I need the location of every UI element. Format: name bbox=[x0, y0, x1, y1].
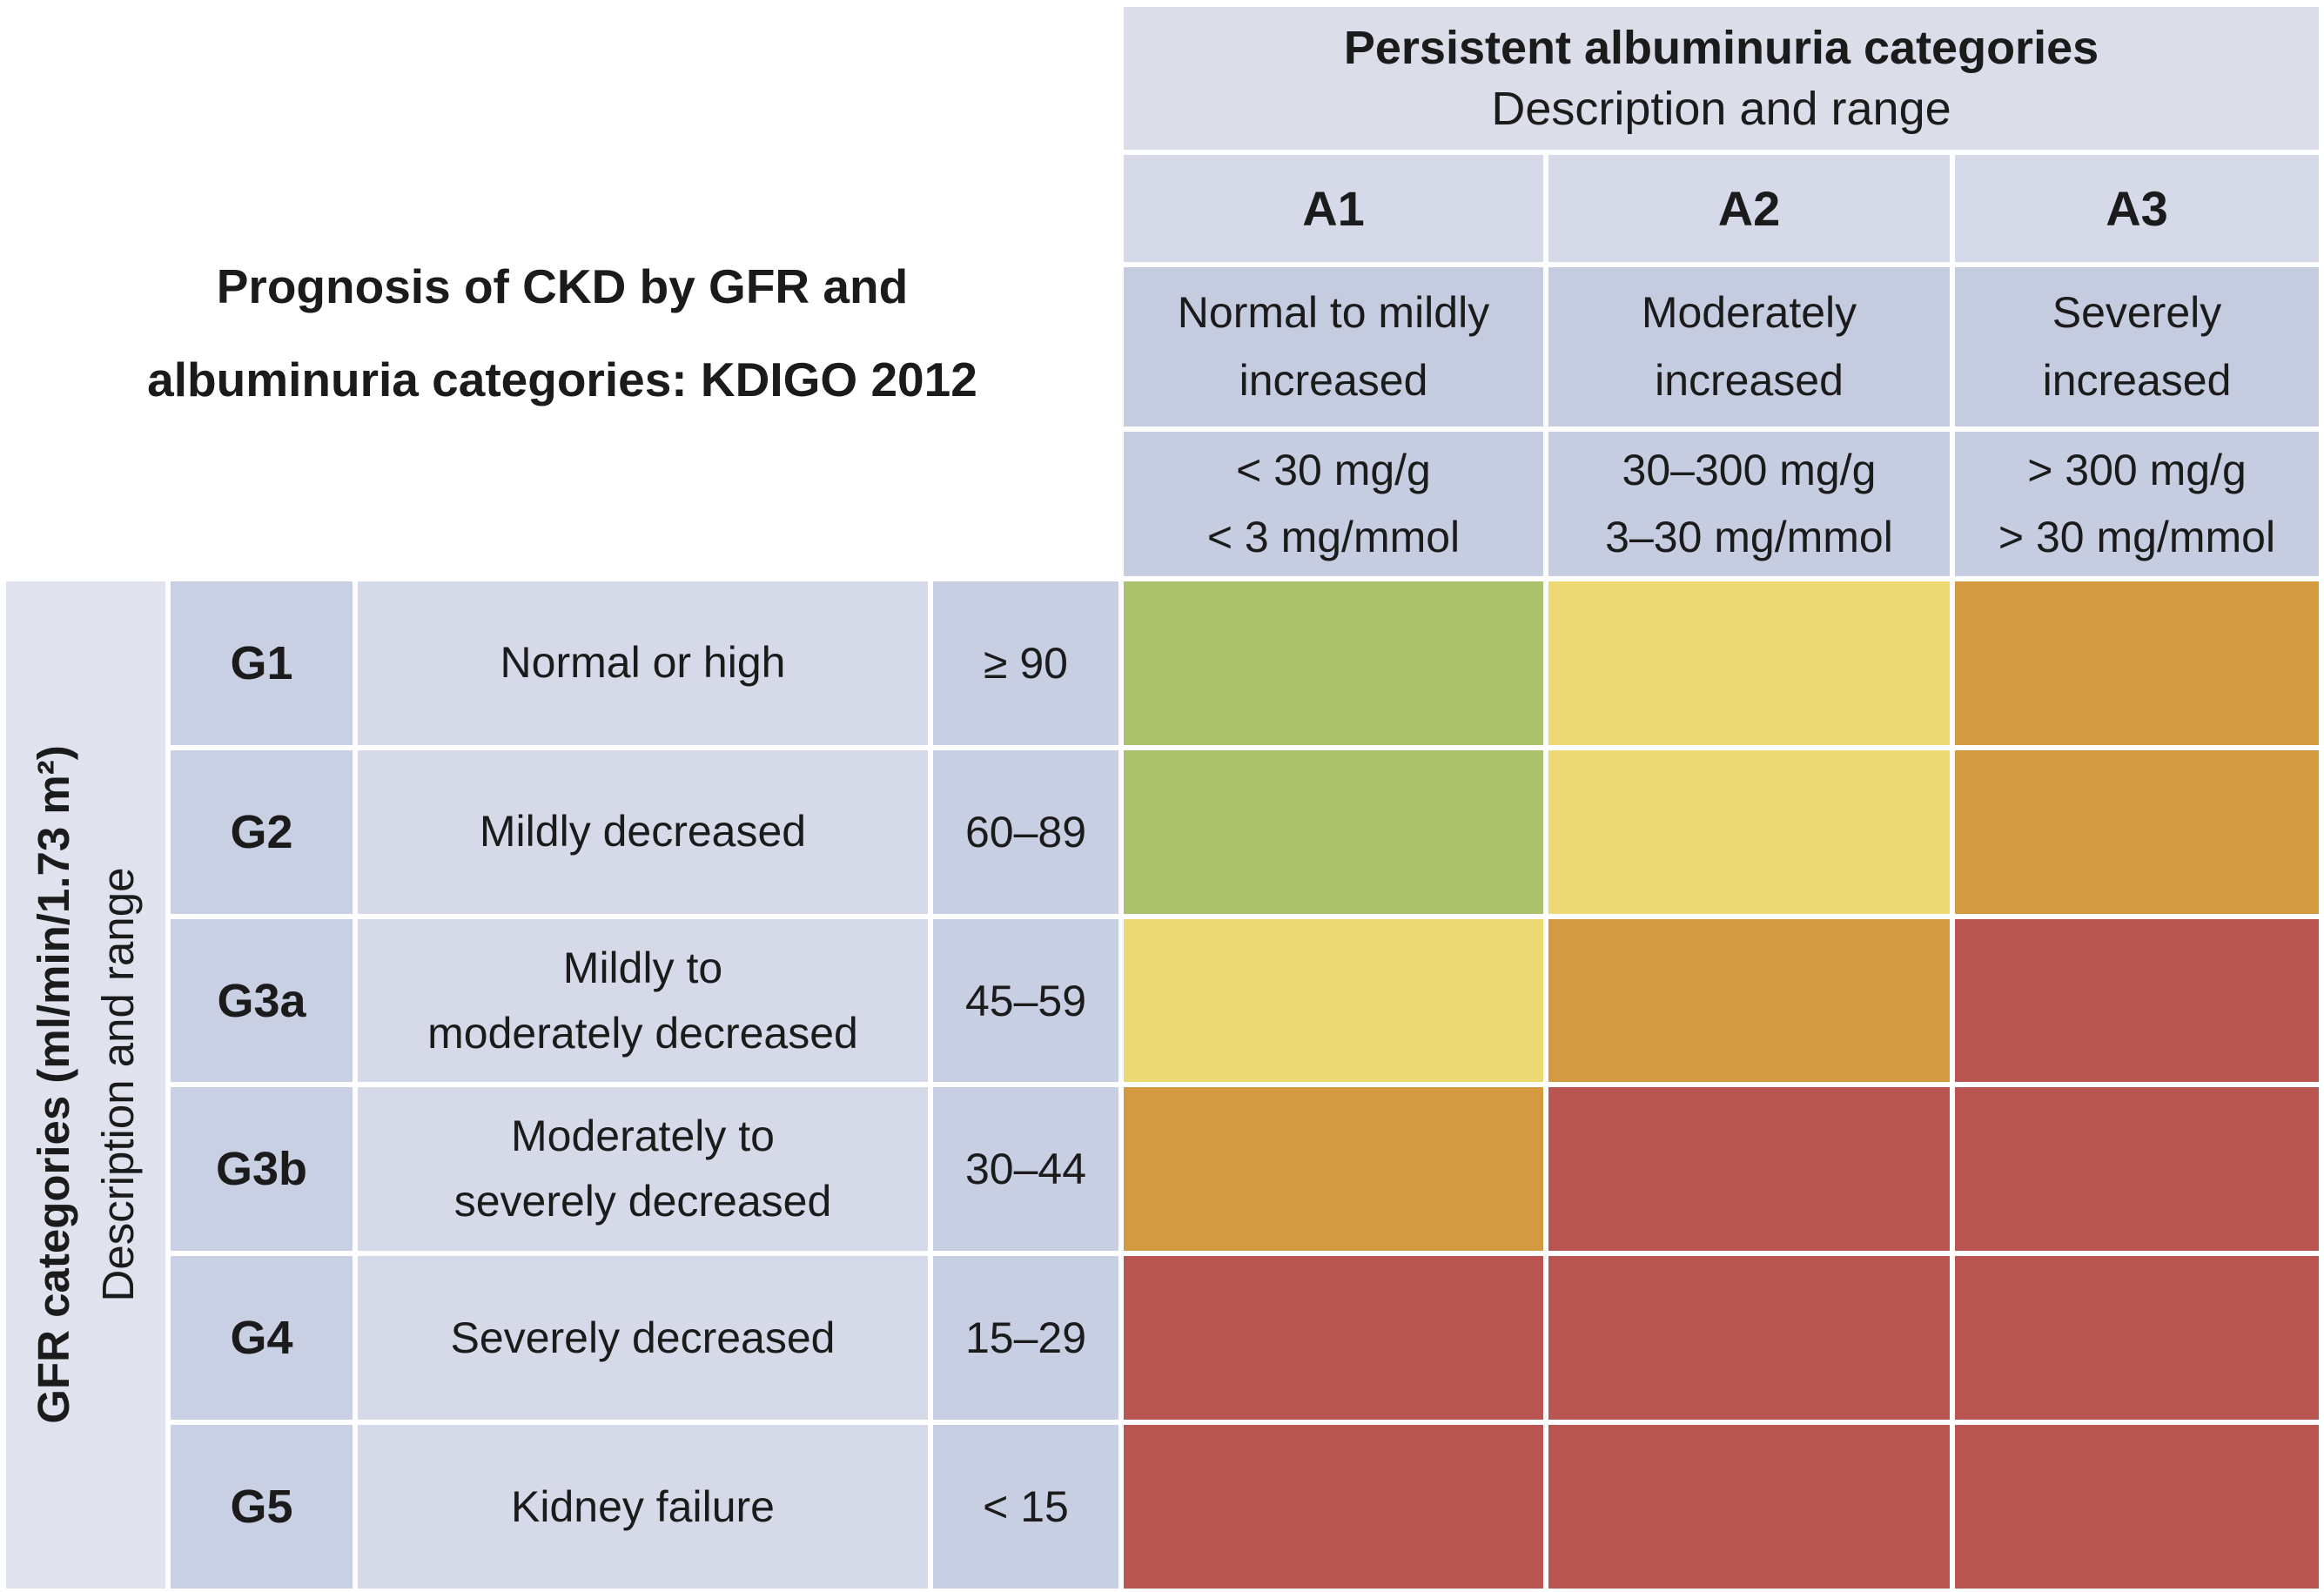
gfr-axis-label-cell: GFR categories (ml/min/1.73 m²) Descript… bbox=[6, 581, 165, 1589]
albuminuria-header-subtitle: Description and range bbox=[1491, 83, 1951, 135]
gfr-axis-title: GFR categories (ml/min/1.73 m²) bbox=[28, 745, 78, 1425]
albuminuria-column-code-a1: A1 bbox=[1124, 155, 1543, 262]
risk-cell-g3a-a1 bbox=[1124, 918, 1543, 1083]
risk-cell-g3b-a3 bbox=[1955, 1087, 2319, 1252]
albuminuria-column-range-a2: 30–300 mg/g 3–30 mg/mmol bbox=[1548, 432, 1950, 576]
gfr-row-description-g2: Mildly decreased bbox=[358, 749, 928, 914]
gfr-row-description-g3a: Mildly to moderately decreased bbox=[358, 918, 928, 1083]
gfr-row-description-g1: Normal or high bbox=[358, 581, 928, 745]
figure-title: Prognosis of CKD by GFR and albuminuria … bbox=[147, 259, 977, 406]
gfr-row-range-g3a: 45–59 bbox=[933, 918, 1118, 1083]
albuminuria-range-mgmmol-a2: 3–30 mg/mmol bbox=[1605, 513, 1893, 561]
risk-cell-g4-a2 bbox=[1548, 1256, 1950, 1421]
risk-cell-g5-a1 bbox=[1124, 1425, 1543, 1589]
albuminuria-column-code-a2: A2 bbox=[1548, 155, 1950, 262]
gfr-row-description-g5: Kidney failure bbox=[358, 1425, 928, 1589]
gfr-row-description-g3b: Moderately to severely decreased bbox=[358, 1087, 928, 1252]
gfr-row-code-g4: G4 bbox=[171, 1256, 353, 1421]
albuminuria-header: Persistent albuminuria categories Descri… bbox=[1124, 7, 2319, 150]
albuminuria-range-mgmmol-a1: < 3 mg/mmol bbox=[1206, 513, 1461, 561]
risk-cell-g1-a1 bbox=[1124, 581, 1543, 745]
risk-cell-g5-a3 bbox=[1955, 1425, 2319, 1589]
risk-cell-g5-a2 bbox=[1548, 1425, 1950, 1589]
gfr-axis-label-rotated: GFR categories (ml/min/1.73 m²) Descript… bbox=[22, 584, 151, 1585]
risk-cell-g3a-a3 bbox=[1955, 918, 2319, 1083]
albuminuria-range-mgg-a1: < 30 mg/g bbox=[1236, 445, 1431, 494]
gfr-row-range-g1: ≥ 90 bbox=[933, 581, 1118, 745]
gfr-row-code-g1: G1 bbox=[171, 581, 353, 745]
risk-cell-g4-a3 bbox=[1955, 1256, 2319, 1421]
albuminuria-column-description-a2: Moderately increased bbox=[1548, 267, 1950, 427]
albuminuria-range-mgg-a2: 30–300 mg/g bbox=[1622, 445, 1877, 494]
albuminuria-column-range-a1: < 30 mg/g < 3 mg/mmol bbox=[1124, 432, 1543, 576]
albuminuria-column-description-a3: Severely increased bbox=[1955, 267, 2319, 427]
gfr-row-code-g3a: G3a bbox=[171, 918, 353, 1083]
albuminuria-range-mgmmol-a3: > 30 mg/mmol bbox=[1998, 513, 2276, 561]
gfr-row-code-g3b: G3b bbox=[171, 1087, 353, 1252]
gfr-row-code-g2: G2 bbox=[171, 749, 353, 914]
albuminuria-column-range-a3: > 300 mg/g > 30 mg/mmol bbox=[1955, 432, 2319, 576]
gfr-row-range-g3b: 30–44 bbox=[933, 1087, 1118, 1252]
risk-cell-g3b-a2 bbox=[1548, 1087, 1950, 1252]
gfr-row-code-g5: G5 bbox=[171, 1425, 353, 1589]
albuminuria-range-mgg-a3: > 300 mg/g bbox=[2027, 445, 2247, 494]
risk-cell-g1-a2 bbox=[1548, 581, 1950, 745]
risk-cell-g2-a1 bbox=[1124, 749, 1543, 914]
albuminuria-header-title: Persistent albuminuria categories bbox=[1343, 21, 2099, 74]
gfr-row-description-g4: Severely decreased bbox=[358, 1256, 928, 1421]
risk-cell-g2-a2 bbox=[1548, 749, 1950, 914]
risk-cell-g2-a3 bbox=[1955, 749, 2319, 914]
risk-cell-g1-a3 bbox=[1955, 581, 2319, 745]
albuminuria-column-description-a1: Normal to mildly increased bbox=[1124, 267, 1543, 427]
gfr-row-range-g2: 60–89 bbox=[933, 749, 1118, 914]
gfr-row-range-g5: < 15 bbox=[933, 1425, 1118, 1589]
albuminuria-column-code-a3: A3 bbox=[1955, 155, 2319, 262]
gfr-row-range-g4: 15–29 bbox=[933, 1256, 1118, 1421]
gfr-axis-subtitle: Description and range bbox=[92, 868, 143, 1302]
risk-cell-g3b-a1 bbox=[1124, 1087, 1543, 1252]
risk-cell-g3a-a2 bbox=[1548, 918, 1950, 1083]
risk-cell-g4-a1 bbox=[1124, 1256, 1543, 1421]
